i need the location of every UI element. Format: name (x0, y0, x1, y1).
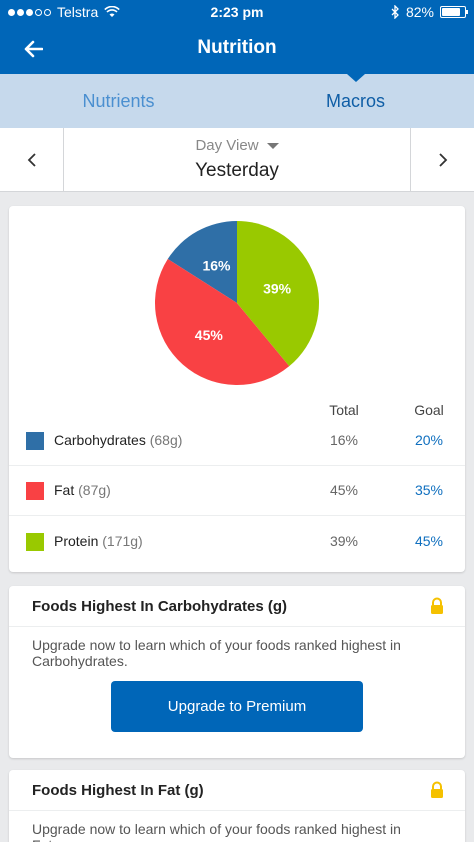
pie-label-protein: 39% (263, 281, 292, 297)
macro-grams: (68g) (149, 432, 183, 448)
foods-highest-fat-card: Foods Highest In Fat (g) Upgrade now to … (9, 770, 465, 842)
battery-fill (442, 8, 461, 16)
macro-label: Fat (54, 482, 75, 498)
goal-column-header: Goal (414, 402, 444, 418)
status-left: Telstra (8, 4, 121, 20)
macro-grams: (87g) (78, 482, 111, 498)
wifi-icon (104, 6, 121, 17)
day-navigator: Day View Yesterday (0, 128, 474, 192)
pie-label-carbohydrates: 16% (202, 258, 231, 274)
tab-bar: Nutrients Macros (0, 74, 474, 128)
macro-row-protein: Protein (171g) 39% 45% (9, 517, 465, 567)
chevron-left-icon (27, 152, 36, 167)
macro-name: Protein (171g) (54, 533, 143, 549)
foods-card-title: Foods Highest In Fat (g) (32, 782, 204, 799)
macro-name: Carbohydrates (68g) (54, 432, 182, 448)
bluetooth-icon (391, 5, 399, 19)
macro-row-fat: Fat (87g) 45% 35% (9, 466, 465, 516)
macro-name: Fat (87g) (54, 482, 111, 498)
macro-label: Protein (54, 533, 99, 549)
chevron-down-icon (266, 142, 279, 149)
carbohydrates-swatch (26, 432, 44, 450)
macro-goal: 35% (414, 482, 444, 498)
tab-macros[interactable]: Macros (237, 74, 474, 128)
back-button[interactable] (18, 34, 48, 64)
macro-row-carbohydrates: Carbohydrates (68g) 16% 20% (9, 416, 465, 466)
protein-swatch (26, 533, 44, 551)
pie-slice-protein (237, 221, 319, 367)
pie-slice-carbohydrates (167, 221, 237, 303)
foods-highest-carbs-card: Foods Highest In Carbohydrates (g) Upgra… (9, 586, 465, 758)
app-header: Nutrition (0, 24, 474, 74)
day-view-label: Day View (195, 137, 259, 154)
lock-icon (431, 781, 443, 798)
current-day-label: Yesterday (195, 160, 279, 181)
previous-day-button[interactable] (0, 128, 64, 191)
battery-percent: 82% (405, 4, 434, 20)
status-time: 2:23 pm (210, 4, 264, 20)
carrier-name: Telstra (57, 4, 99, 20)
day-view-dropdown[interactable]: Day View (195, 137, 279, 154)
macro-total: 39% (329, 533, 359, 549)
foods-card-title: Foods Highest In Carbohydrates (g) (32, 598, 288, 615)
fat-swatch (26, 482, 44, 500)
status-bar: Telstra 2:23 pm 82% (0, 0, 474, 24)
lock-icon (431, 597, 443, 614)
macro-grams: (171g) (102, 533, 143, 549)
next-day-button[interactable] (410, 128, 474, 191)
macro-goal: 20% (414, 432, 444, 448)
divider (9, 626, 465, 627)
foods-card-message: Upgrade now to learn which of your foods… (32, 637, 401, 669)
divider (9, 810, 465, 811)
day-selector: Day View Yesterday (64, 128, 410, 191)
arrow-left-icon (24, 40, 43, 58)
pie-slice-fat (155, 259, 290, 385)
status-right: 82% (391, 4, 468, 20)
macro-label: Carbohydrates (54, 432, 146, 448)
macro-total: 45% (329, 482, 359, 498)
page-title: Nutrition (197, 37, 277, 58)
macros-table-header: Total Goal (9, 402, 465, 420)
battery-icon (440, 6, 468, 18)
upgrade-to-premium-button[interactable]: Upgrade to Premium (111, 681, 363, 732)
macro-total: 16% (329, 432, 359, 448)
signal-icon (8, 8, 51, 16)
foods-card-message: Upgrade now to learn which of your foods… (32, 821, 401, 842)
macro-goal: 45% (414, 533, 444, 549)
pie-chart-svg: 16% 45% 39% (155, 221, 319, 385)
macros-pie-chart: 16% 45% 39% (154, 220, 320, 386)
pie-label-fat: 45% (195, 327, 224, 343)
chevron-right-icon (438, 152, 447, 167)
total-column-header: Total (329, 402, 359, 418)
macros-chart-card: 16% 45% 39% Total Goal Carbohydrates (68g)… (9, 206, 465, 572)
tab-nutrients[interactable]: Nutrients (82, 91, 155, 111)
